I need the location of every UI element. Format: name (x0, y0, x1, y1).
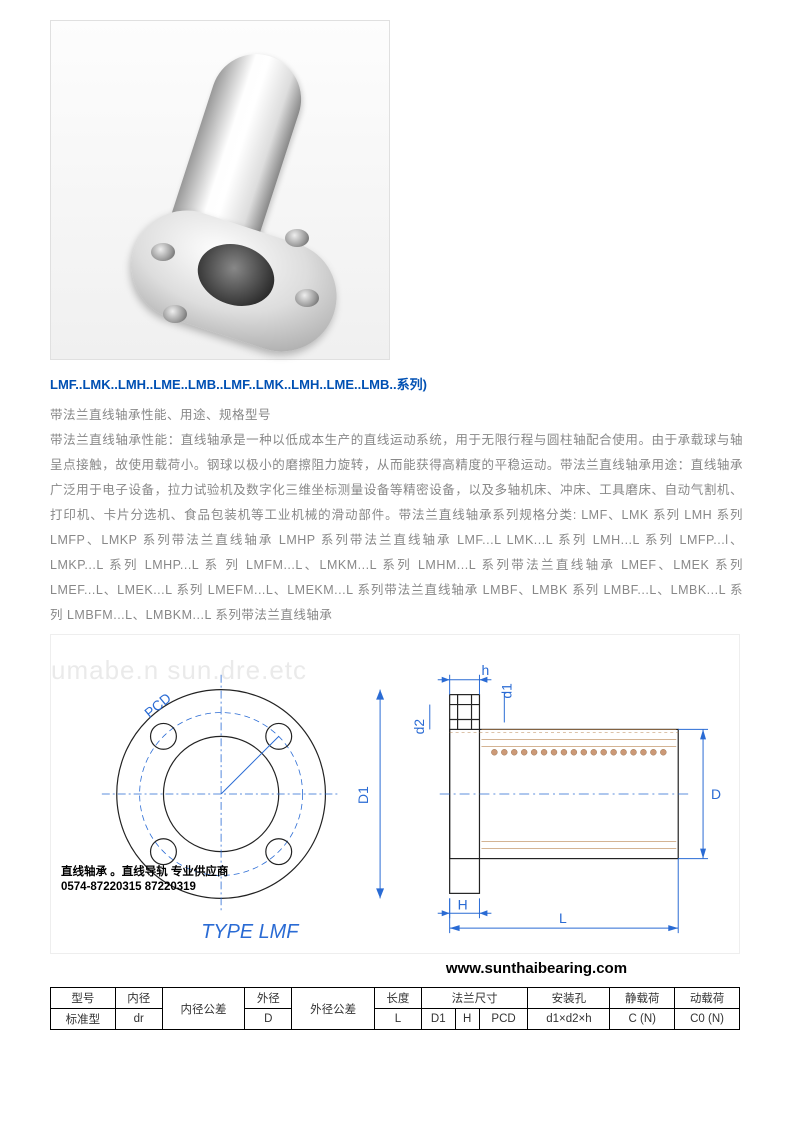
dim-label-D: D (711, 786, 721, 802)
table-row: 型号 内径 内径公差 外径 外径公差 长度 法兰尺寸 安装孔 静载荷 动载荷 (51, 988, 740, 1009)
spec-table: 型号 内径 内径公差 外径 外径公差 长度 法兰尺寸 安装孔 静载荷 动载荷 标… (50, 987, 740, 1030)
dim-label-d1: d1 (498, 683, 514, 699)
td-holes: d1×d2×h (528, 1009, 610, 1030)
td-L: L (374, 1009, 421, 1030)
td-dr: dr (115, 1009, 162, 1030)
website-url: www.sunthaibearing.com (330, 960, 743, 977)
description-paragraph: 带法兰直线轴承性能：直线轴承是一种以低成本生产的直线运动系统，用于无限行程与圆柱… (50, 428, 743, 628)
dim-label-d2: d2 (411, 719, 427, 735)
product-photo (50, 20, 390, 360)
th-static: 静载荷 (610, 988, 675, 1009)
bolt-hole (295, 289, 319, 307)
bolt-hole (163, 305, 187, 323)
td-H: H (455, 1009, 479, 1030)
td-PCD: PCD (479, 1009, 528, 1030)
engineering-diagram: umabe.n sun.dre.etc PCD D1 (50, 634, 740, 954)
td-D1: D1 (421, 1009, 455, 1030)
th-flange: 法兰尺寸 (421, 988, 528, 1009)
dim-label-D1: D1 (355, 786, 371, 804)
table-row: 标准型 dr D L D1 H PCD d1×d2×h C (N) C0 (N) (51, 1009, 740, 1030)
bolt-hole (285, 229, 309, 247)
th-bore-tol: 内径公差 (162, 988, 245, 1030)
th-od-tol: 外径公差 (292, 988, 375, 1030)
td-CN: C (N) (610, 1009, 675, 1030)
td-std: 标准型 (51, 1009, 116, 1030)
supplier-line1: 直线轴承 。直线导轨 专业供应商 (61, 865, 228, 880)
th-mounting: 安装孔 (528, 988, 610, 1009)
td-C0N: C0 (N) (675, 1009, 740, 1030)
dim-label-pcd: PCD (141, 690, 174, 721)
th-model: 型号 (51, 988, 116, 1009)
td-D: D (245, 1009, 292, 1030)
dim-label-L: L (559, 910, 567, 926)
supplier-caption: 直线轴承 。直线导轨 专业供应商 0574-87220315 87220319 (61, 865, 228, 895)
th-dynamic: 动载荷 (675, 988, 740, 1009)
supplier-line2: 0574-87220315 87220319 (61, 880, 228, 895)
th-bore: 内径 (115, 988, 162, 1009)
bolt-hole (151, 243, 175, 261)
th-length: 长度 (374, 988, 421, 1009)
dim-label-h: h (481, 662, 489, 678)
subtitle: 带法兰直线轴承性能、用途、规格型号 (50, 403, 743, 428)
series-title: LMF..LMK..LMH..LME..LMB..LMF..LMK..LMH..… (50, 374, 743, 393)
diagram-type-label: TYPE LMF (201, 921, 300, 943)
dim-label-H: H (458, 896, 468, 912)
th-od: 外径 (245, 988, 292, 1009)
